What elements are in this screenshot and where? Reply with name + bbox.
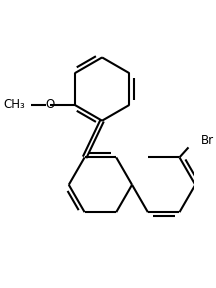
- Text: O: O: [45, 98, 54, 111]
- Text: Br: Br: [201, 134, 214, 147]
- Text: CH₃: CH₃: [3, 98, 25, 111]
